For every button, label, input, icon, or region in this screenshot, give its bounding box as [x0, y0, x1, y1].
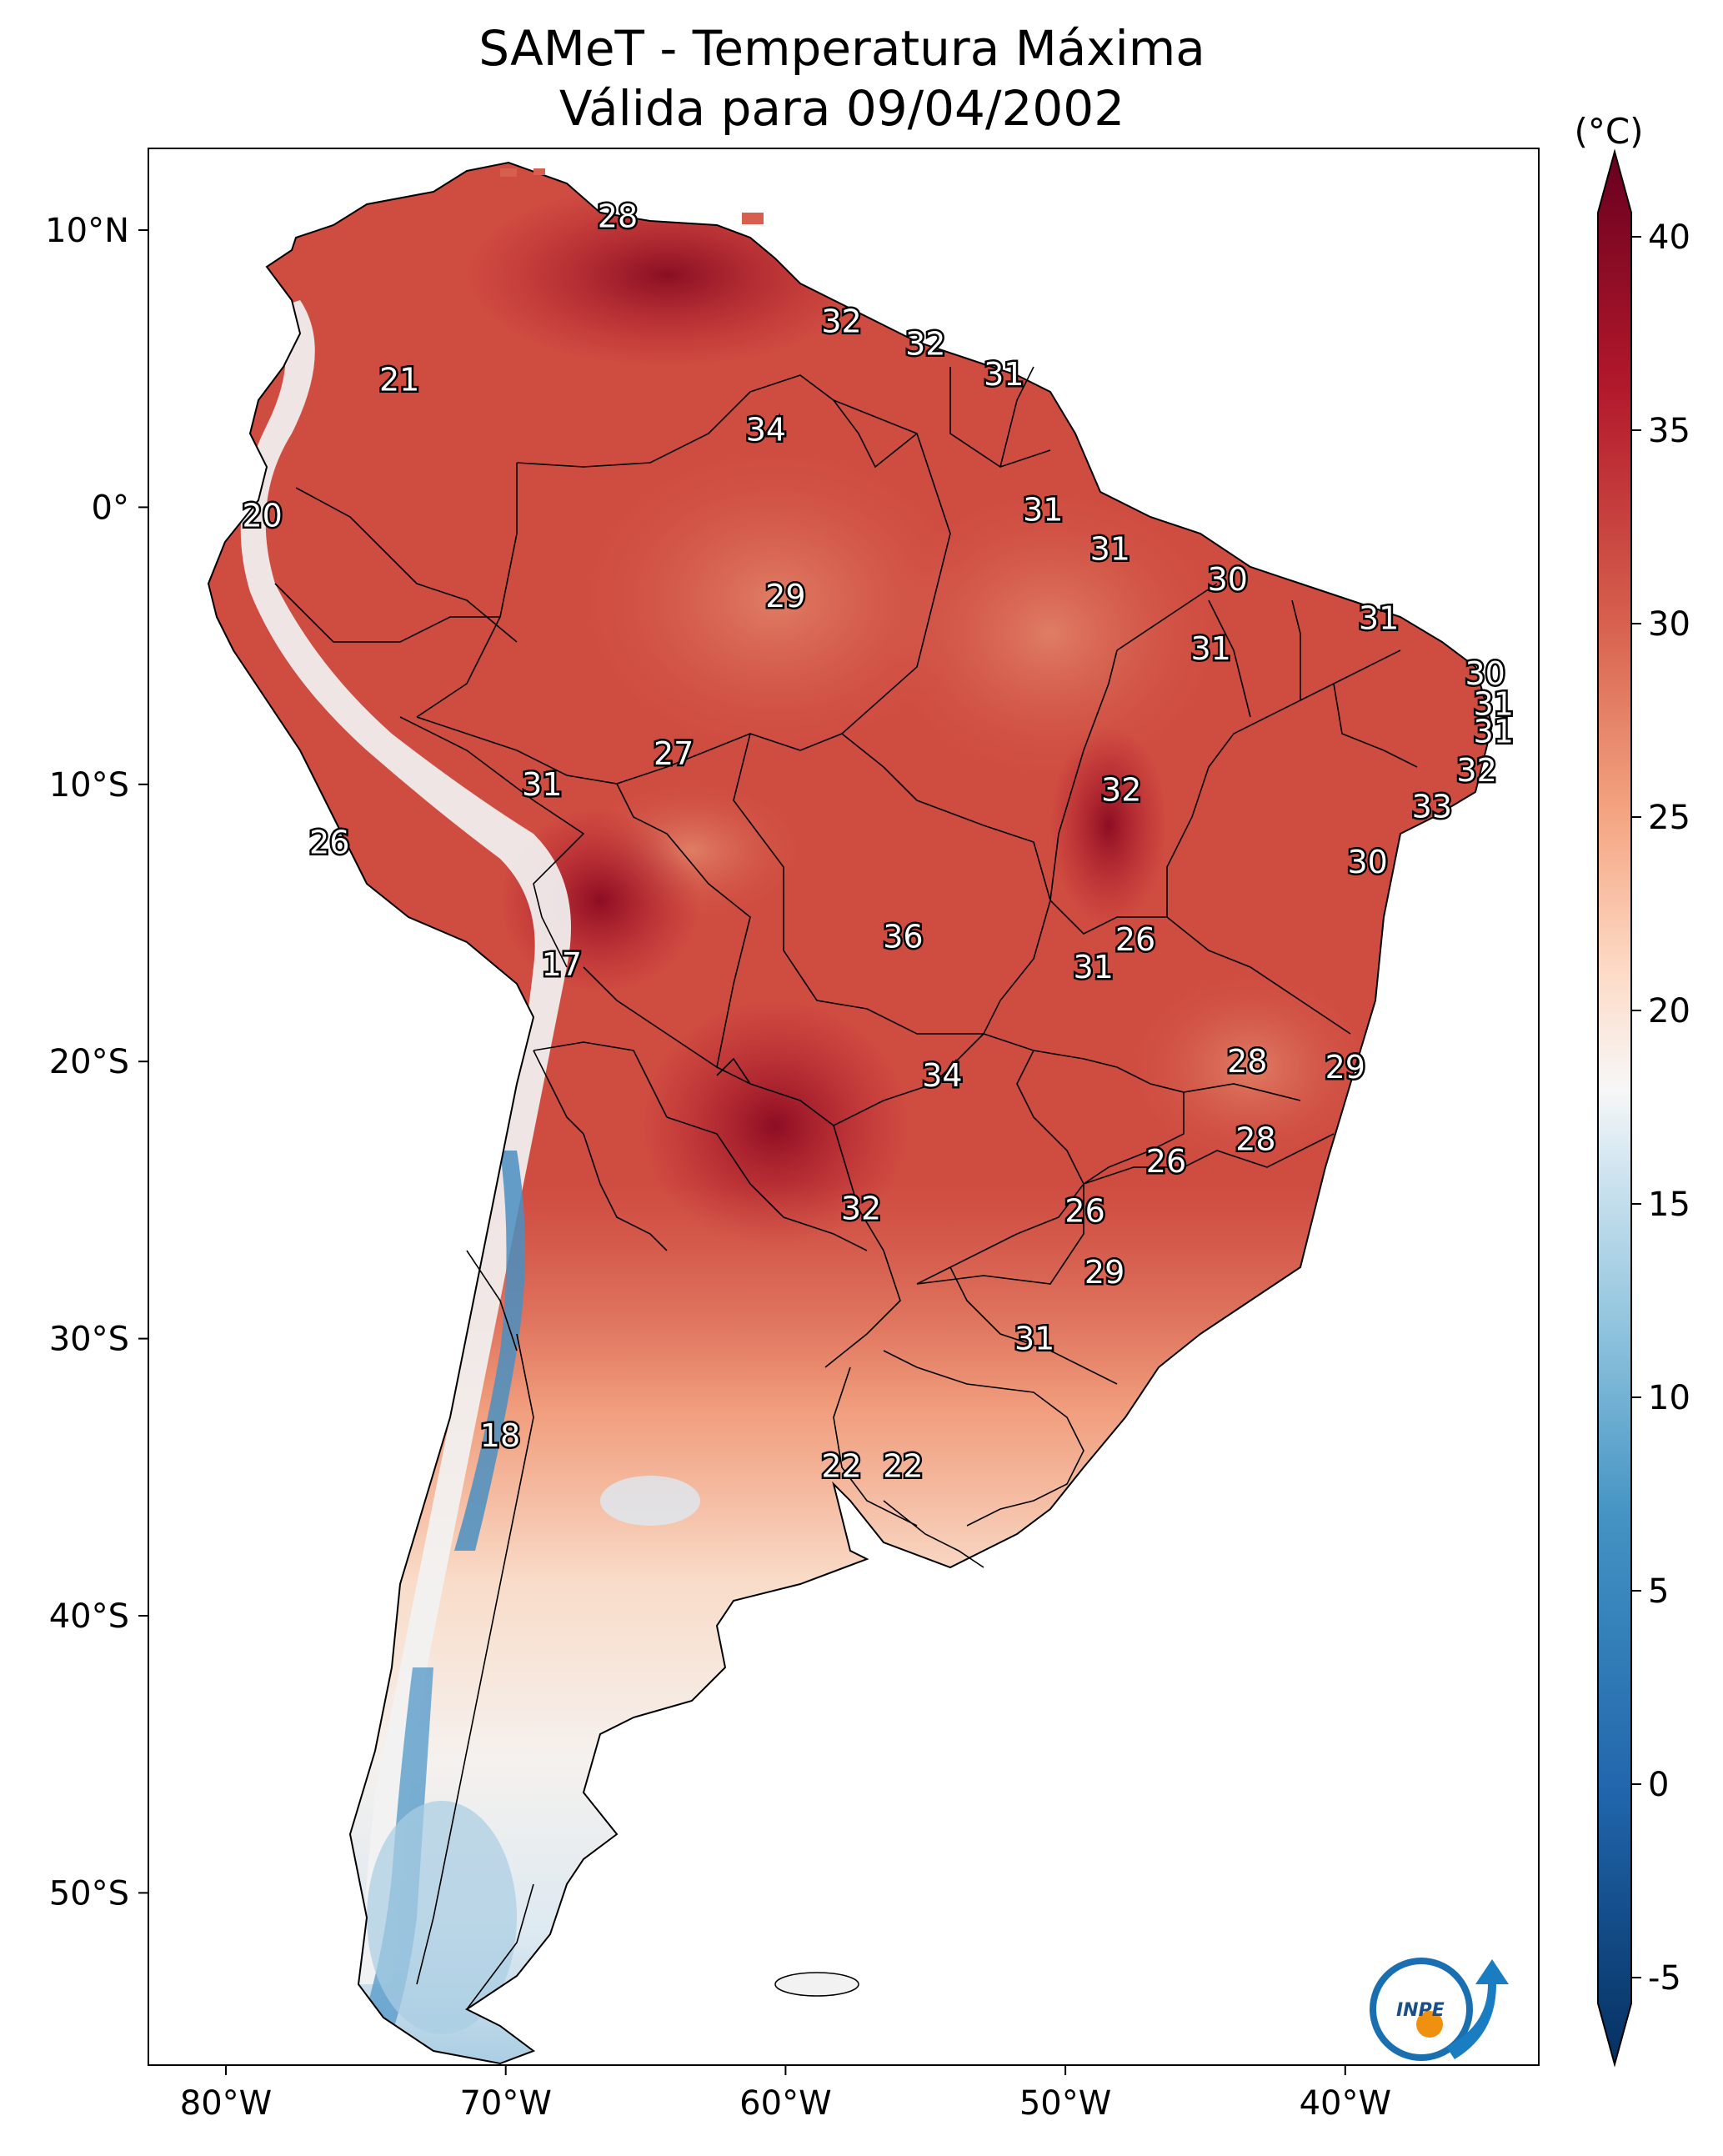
station-value-label: 34	[746, 411, 786, 448]
country-borders	[274, 366, 1418, 2010]
y-tick-label: 40°S	[49, 1597, 129, 1636]
station-value-label: 30	[1208, 561, 1248, 598]
colorbar-tick-label: 20	[1648, 992, 1690, 1030]
y-tick-label: 30°S	[49, 1321, 129, 1359]
colorbar: (°C) 40 35 30 25 20 15 10 5 0 -5	[1574, 111, 1690, 2068]
station-value-label: 28	[1235, 1121, 1275, 1157]
y-tick-label: 0°	[92, 489, 129, 527]
station-value-label: 31	[1023, 492, 1063, 529]
plot-frame	[148, 148, 1540, 2066]
station-value-label: 32	[1456, 752, 1496, 789]
colorbar-tick-label: 40	[1648, 218, 1690, 257]
station-value-label: 32	[821, 303, 861, 340]
station-value-label: 29	[1325, 1049, 1365, 1086]
y-tick-label: 50°S	[49, 1874, 129, 1913]
station-value-label: 20	[242, 497, 282, 534]
station-value-label: 18	[480, 1417, 520, 1454]
colorbar-ticks: 40 35 30 25 20 15 10 5 0 -5	[1631, 218, 1690, 1998]
station-value-label: 32	[1101, 771, 1141, 808]
station-value-label: 33	[1412, 788, 1452, 825]
logo-arrow	[1446, 1959, 1509, 2059]
colorbar-tick-label: 30	[1648, 605, 1690, 644]
colorbar-tick-label: -5	[1648, 1959, 1681, 1998]
station-value-label: 28	[598, 198, 638, 234]
station-value-label: 29	[1084, 1254, 1124, 1291]
station-value-label: 22	[821, 1448, 861, 1485]
station-value-label: 21	[379, 361, 419, 398]
x-axis-ticks: 80°W 70°W 60°W 50°W 40°W	[180, 2065, 1391, 2123]
station-value-label: 17	[542, 946, 582, 983]
map-title-line1: SAMeT - Temperatura Máxima	[478, 20, 1205, 77]
station-value-label: 32	[841, 1190, 881, 1226]
y-tick-label: 20°S	[49, 1043, 129, 1081]
station-value-label: 31	[522, 766, 562, 803]
y-axis-ticks: 10°N 0° 10°S 20°S 30°S 40°S 50°S	[45, 212, 148, 1913]
station-value-label: 22	[883, 1448, 923, 1485]
station-value-label: 31	[984, 356, 1024, 393]
x-tick-label: 60°W	[739, 2084, 831, 2123]
station-value-label: 30	[1347, 844, 1387, 880]
map-title-line2: Válida para 09/04/2002	[559, 80, 1124, 137]
colorbar-tick-label: 5	[1648, 1572, 1669, 1611]
station-value-label: 31	[1090, 530, 1130, 567]
colorbar-tick-label: 0	[1648, 1766, 1669, 1804]
station-value-label: 30	[1465, 655, 1505, 692]
station-value-label: 31	[1359, 599, 1399, 636]
colorbar-tick-label: 35	[1648, 412, 1690, 450]
station-value-label: 31	[1073, 949, 1113, 985]
logo-ring	[1370, 1958, 1473, 2061]
logo-text: INPE	[1396, 2000, 1445, 2021]
colorbar-tick-label: 15	[1648, 1186, 1690, 1224]
station-value-label: 31	[1190, 630, 1230, 667]
station-value-label: 31	[1014, 1321, 1054, 1357]
station-value-label: 36	[883, 919, 923, 955]
x-tick-label: 40°W	[1300, 2084, 1391, 2123]
station-value-label: 31	[1474, 714, 1514, 750]
station-value-label: 26	[1146, 1143, 1186, 1180]
inpe-logo: INPE	[1370, 1958, 1509, 2061]
station-value-label: 31	[1474, 685, 1514, 722]
station-value-label: 26	[1115, 921, 1155, 958]
station-value-label: 26	[309, 825, 349, 861]
station-value-label: 26	[1064, 1193, 1104, 1230]
x-tick-label: 50°W	[1019, 2084, 1111, 2123]
colorbar-tick-label: 10	[1648, 1379, 1690, 1417]
station-value-label: 32	[905, 325, 945, 362]
station-value-label: 27	[654, 735, 694, 772]
station-value-label: 29	[765, 578, 805, 614]
colorbar-tick-label: 25	[1648, 799, 1690, 837]
falkland-islands	[774, 1972, 859, 1997]
x-tick-label: 80°W	[180, 2084, 272, 2123]
x-tick-label: 70°W	[459, 2084, 551, 2123]
station-value-label: 34	[922, 1057, 962, 1094]
colorbar-unit: (°C)	[1574, 111, 1643, 152]
station-value-label: 28	[1227, 1043, 1267, 1080]
y-tick-label: 10°S	[49, 766, 129, 805]
colorbar-body	[1597, 148, 1632, 2068]
y-tick-label: 10°N	[45, 212, 129, 250]
logo-dot	[1416, 2011, 1443, 2038]
